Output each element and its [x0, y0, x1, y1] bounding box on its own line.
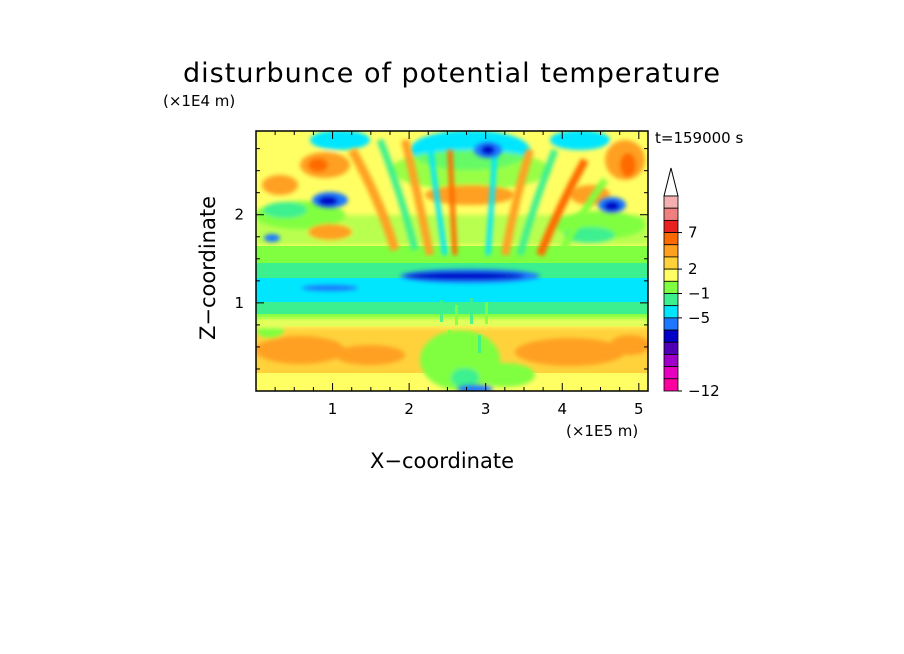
colorbar-swatch — [663, 232, 679, 246]
colorbar-swatch — [663, 329, 679, 343]
colorbar-swatch — [663, 195, 679, 209]
wave-streak-r5 — [485, 149, 498, 256]
y-axis-ticks: 12 — [234, 148, 648, 370]
colorbar-swatch — [663, 354, 679, 368]
x-axis-label: X−coordinate — [370, 449, 514, 473]
time-label: t=159000 s — [655, 129, 744, 147]
colorbar-swatch — [663, 317, 679, 331]
colorbar-swatch — [663, 366, 679, 380]
colorbar-label: −1 — [688, 285, 710, 303]
x-tick-label: 2 — [404, 400, 414, 418]
colorbar-label: 7 — [688, 224, 698, 242]
colorbar-label: −5 — [688, 309, 710, 327]
wave-streak-r1 — [501, 148, 534, 256]
colorbar-swatch — [663, 244, 679, 258]
blue-bottom — [457, 385, 493, 391]
colorbar-swatch — [663, 219, 679, 233]
low-aqua-patch — [451, 368, 479, 388]
top-cyan-right — [550, 131, 610, 150]
yellow-band-lower — [256, 318, 648, 328]
upper-red-left — [308, 158, 328, 172]
colorbar-swatch — [663, 305, 679, 319]
upper-orange-left-2 — [262, 175, 298, 195]
wave-streak-l5 — [447, 149, 458, 256]
low-orange-blob-far-right — [610, 335, 648, 355]
upper-right-aqua — [565, 227, 615, 243]
colorbar-swatch — [663, 280, 679, 294]
upper-red-right — [620, 153, 636, 177]
colorbar: 7 2 −1 −5 −12 — [663, 167, 720, 400]
navy-upper-right — [604, 201, 620, 211]
top-cyan-left — [310, 131, 370, 150]
colorbar-swatch — [663, 256, 679, 270]
colorbar-arrow — [663, 167, 679, 197]
x-tick-label: 4 — [557, 400, 567, 418]
chart-title: disturbunce of potential temperature — [183, 58, 721, 89]
colorbar-swatch — [663, 207, 679, 221]
navy-streak-main — [405, 272, 525, 280]
x-tick-label: 3 — [481, 400, 491, 418]
y-tick-label: 2 — [234, 206, 244, 224]
wave-streak-l3 — [401, 139, 434, 256]
wave-streak-r4 — [556, 177, 608, 257]
plot-frame — [255, 130, 649, 392]
x-tick-label: 1 — [328, 400, 338, 418]
colorbar-swatch — [663, 268, 679, 282]
low-orange-blob-left — [256, 336, 345, 364]
x-axis-unit: (×1E5 m) — [566, 422, 639, 440]
blue-small-left — [264, 234, 280, 242]
navy-upper-left — [318, 196, 338, 206]
wave-streak-l4 — [427, 144, 448, 256]
low-green-patch — [475, 363, 535, 387]
heatmap-plot-area — [256, 131, 648, 391]
y-tick-label: 1 — [234, 294, 244, 312]
upper-left-aqua — [263, 202, 307, 218]
upper-orange-left-3 — [308, 224, 352, 240]
x-axis-ticks: 1 2 3 4 5 — [274, 131, 644, 418]
layer-aqua-green — [256, 300, 648, 314]
layer-lightgreen — [256, 245, 648, 263]
wave-streak-r2 — [516, 148, 559, 256]
wave-streak-l2 — [376, 138, 419, 251]
colorbar-swatch — [663, 293, 679, 307]
blue-streak-left — [302, 285, 358, 291]
colorbar-label: 2 — [688, 260, 698, 278]
x-tick-label: 5 — [634, 400, 644, 418]
wave-streak-l1 — [348, 147, 400, 252]
colorbar-swatch — [663, 341, 679, 355]
colorbar-label: −12 — [688, 382, 720, 400]
navy-top-center — [481, 145, 495, 155]
low-orange-blob-mid — [335, 345, 405, 365]
colorbar-swatch — [663, 378, 679, 392]
y-axis-unit: (×1E4 m) — [163, 92, 236, 110]
low-orange-blob-right — [515, 338, 625, 366]
wave-streak-r3 — [536, 158, 589, 257]
center-noise — [440, 298, 488, 353]
